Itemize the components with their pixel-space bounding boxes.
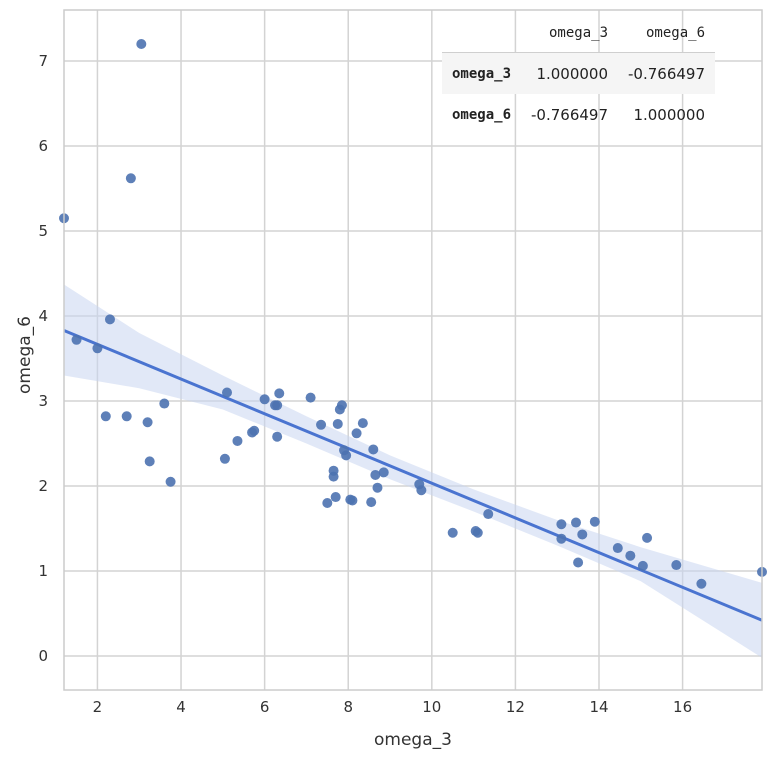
data-point <box>142 417 153 428</box>
data-point <box>625 550 636 561</box>
regression-line <box>63 329 763 622</box>
y-tick-label: 5 <box>38 222 48 240</box>
data-point <box>328 465 339 476</box>
data-point <box>571 517 582 528</box>
x-tick-label: 14 <box>589 698 608 716</box>
table-row-header: omega_6 <box>452 106 512 123</box>
x-tick-label: 2 <box>93 698 103 716</box>
data-point <box>219 453 230 464</box>
data-points <box>59 39 767 589</box>
data-point <box>366 497 377 508</box>
data-point <box>316 419 327 430</box>
data-point <box>483 509 494 520</box>
x-axis-title: omega_3 <box>374 730 452 750</box>
y-tick-labels: 0 1 2 3 4 5 6 7 <box>38 52 48 665</box>
y-tick-label: 1 <box>38 562 48 580</box>
data-point <box>159 398 170 409</box>
data-point <box>351 428 362 439</box>
table-row-header: omega_3 <box>452 65 512 82</box>
x-tick-label: 10 <box>422 698 441 716</box>
data-point <box>125 173 136 184</box>
data-point <box>370 469 381 480</box>
y-tick-label: 0 <box>38 647 48 665</box>
data-point <box>144 456 155 467</box>
table-header-row: omega_3 omega_6 <box>442 14 716 53</box>
plot-frame <box>63 9 763 691</box>
x-tick-label: 6 <box>260 698 270 716</box>
data-point <box>259 394 270 405</box>
data-point <box>341 450 352 461</box>
data-point <box>305 392 316 403</box>
table-cell: 1.000000 <box>633 105 706 124</box>
data-point <box>347 495 358 506</box>
data-point <box>322 498 333 508</box>
data-point <box>368 444 379 455</box>
data-point <box>472 527 483 538</box>
x-tick-label: 8 <box>343 698 353 716</box>
y-tick-label: 6 <box>38 137 48 155</box>
x-tick-label: 16 <box>673 698 692 716</box>
y-tick-label: 3 <box>38 392 48 410</box>
y-tick-label: 2 <box>38 477 48 495</box>
x-tick-label: 12 <box>506 698 525 716</box>
data-point <box>222 387 233 398</box>
y-tick-label: 4 <box>38 307 48 325</box>
y-tick-label: 7 <box>38 52 48 70</box>
data-point <box>272 400 283 411</box>
data-point <box>165 476 176 487</box>
data-point <box>416 485 427 496</box>
data-point <box>136 39 147 49</box>
x-tick-labels: 2 4 6 8 10 12 14 16 <box>93 698 692 716</box>
data-point <box>372 482 383 493</box>
table-cell: -0.766497 <box>531 105 609 124</box>
table-cell: 1.000000 <box>536 64 609 83</box>
data-point <box>447 527 458 538</box>
data-point <box>71 334 82 345</box>
data-point <box>556 519 567 530</box>
data-point <box>671 560 682 571</box>
data-point <box>332 418 343 429</box>
data-point <box>274 388 285 399</box>
data-point <box>232 435 243 446</box>
data-point <box>357 418 368 429</box>
table-row: omega_3 1.000000 -0.766497 <box>442 52 716 94</box>
data-point <box>589 516 600 527</box>
data-point <box>556 533 567 544</box>
data-point <box>378 467 389 478</box>
data-point <box>637 560 648 571</box>
y-axis-title: omega_6 <box>15 316 35 394</box>
confidence-band <box>64 284 762 658</box>
data-point <box>577 529 588 540</box>
data-point <box>330 492 341 503</box>
data-point <box>121 411 132 422</box>
data-point <box>642 532 653 543</box>
table-column-header: omega_6 <box>646 25 706 41</box>
data-point <box>249 425 260 436</box>
x-tick-label: 4 <box>176 698 186 716</box>
table-column-header: omega_3 <box>549 25 609 41</box>
grid <box>64 10 762 690</box>
data-point <box>573 557 584 568</box>
correlation-table: omega_3 omega_6 omega_3 1.000000 -0.7664… <box>442 14 716 135</box>
table-row: omega_6 -0.766497 1.000000 <box>442 94 715 135</box>
data-point <box>100 411 111 422</box>
data-point <box>336 400 347 411</box>
table-cell: -0.766497 <box>628 64 706 83</box>
data-point <box>92 343 103 354</box>
data-point <box>104 314 115 325</box>
data-point <box>612 543 623 554</box>
data-point <box>272 431 283 442</box>
data-point <box>696 578 707 589</box>
table-corner-cell <box>442 14 521 53</box>
